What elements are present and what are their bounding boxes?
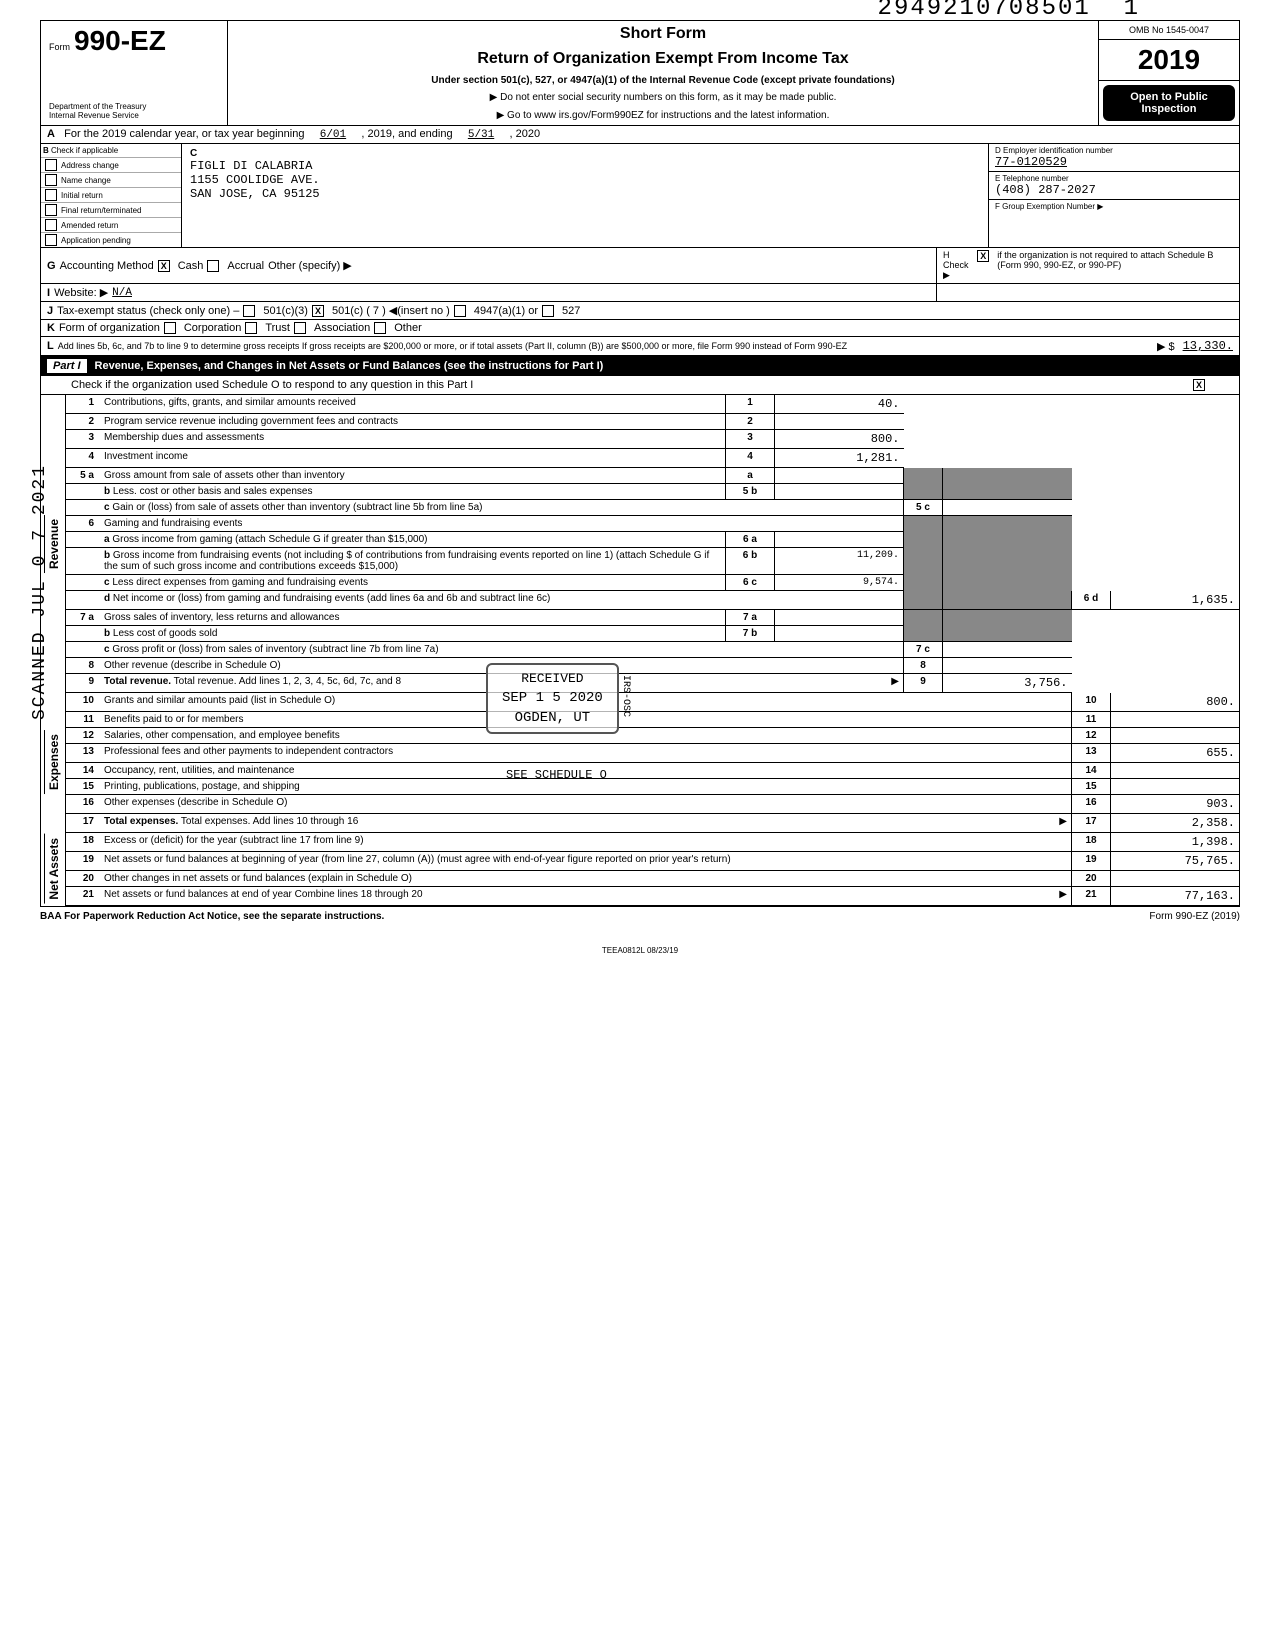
check-cash[interactable]: X <box>158 260 170 272</box>
check-trust[interactable] <box>245 322 257 334</box>
netassets-label: Net Assets <box>44 834 63 904</box>
line-j-tax-exempt: J Tax-exempt status (check only one) – 5… <box>40 302 1240 320</box>
line-9: 9Total revenue. Total revenue. Add lines… <box>66 673 1239 692</box>
net-assets-section: Net Assets 18Excess or (deficit) for the… <box>40 833 1240 907</box>
check-association[interactable] <box>294 322 306 334</box>
line-2: 2Program service revenue including gover… <box>66 414 1239 430</box>
line-7c: c Gross profit or (loss) from sales of i… <box>66 641 1239 657</box>
line-19: 19Net assets or fund balances at beginni… <box>66 851 1239 870</box>
check-501c3[interactable] <box>243 305 255 317</box>
org-name-address: C FIGLI DI CALABRIA 1155 COOLIDGE AVE. S… <box>182 144 989 247</box>
revenue-label: Revenue <box>44 515 63 573</box>
check-501c[interactable]: X <box>312 305 324 317</box>
form-title-short: Short Form <box>238 25 1088 43</box>
line-16: 16Other expenses (describe in Schedule O… <box>66 794 1239 813</box>
check-4947[interactable] <box>454 305 466 317</box>
part1-schedule-o-note: Check if the organization used Schedule … <box>40 376 1240 395</box>
line-8: 8Other revenue (describe in Schedule O)8 <box>66 657 1239 673</box>
group-exemption-block: F Group Exemption Number ▶ <box>989 200 1239 213</box>
line-10: 10Grants and similar amounts paid (list … <box>66 693 1239 712</box>
check-other-org[interactable] <box>374 322 386 334</box>
form-number: Form 990-EZ <box>49 25 219 57</box>
line-1: 1Contributions, gifts, grants, and simil… <box>66 395 1239 414</box>
note-url: ▶ Go to www irs.gov/Form990EZ for instru… <box>238 110 1088 121</box>
line-h-schedule-b: H Check ▶ X if the organization is not r… <box>936 248 1239 283</box>
dept-treasury: Department of the Treasury Internal Reve… <box>49 103 219 121</box>
check-corporation[interactable] <box>164 322 176 334</box>
software-code: TEEA0812L 08/23/19 <box>40 946 1240 955</box>
expenses-section: Expenses RECEIVED SEP 1 5 2020 OGDEN, UT… <box>40 693 1240 833</box>
expenses-label: Expenses <box>44 730 63 794</box>
line-k-form-org: K Form of organization Corporation Trust… <box>40 320 1240 337</box>
line-14: 14Occupancy, rent, utilities, and mainte… <box>66 762 1239 778</box>
check-address-change[interactable]: Address change <box>41 157 181 172</box>
public-inspection-badge: Open to Public Inspection <box>1103 85 1235 121</box>
part1-header: Part I Revenue, Expenses, and Changes in… <box>40 356 1240 376</box>
check-initial-return[interactable]: Initial return <box>41 187 181 202</box>
line-6: 6Gaming and fundraising events <box>66 516 1239 532</box>
check-application-pending[interactable]: Application pending <box>41 232 181 247</box>
line-21: 21Net assets or fund balances at end of … <box>66 886 1239 905</box>
line-13: 13Professional fees and other payments t… <box>66 743 1239 762</box>
ein-block: D Employer identification number 77-0120… <box>989 144 1239 172</box>
line-5a: 5 aGross amount from sale of assets othe… <box>66 468 1239 484</box>
revenue-section: Revenue 1Contributions, gifts, grants, a… <box>40 395 1240 693</box>
filing-id-stamp: 2949210708501 1 <box>878 0 1140 22</box>
line-5c: c Gain or (loss) from sale of assets oth… <box>66 500 1239 516</box>
line-g-accounting: G Accounting Method XCash Accrual Other … <box>40 248 1240 284</box>
line-a-tax-year: A For the 2019 calendar year, or tax yea… <box>40 126 1240 144</box>
note-ssn: ▶ Do not enter social security numbers o… <box>238 92 1088 103</box>
line-i-website: I Website: ▶ N/A <box>40 284 1240 302</box>
check-amended-return[interactable]: Amended return <box>41 217 181 232</box>
line-11: 11Benefits paid to or for members11 <box>66 711 1239 727</box>
check-h[interactable]: X <box>977 250 989 262</box>
form-title-long: Return of Organization Exempt From Incom… <box>238 50 1088 68</box>
line-18: 18Excess or (deficit) for the year (subt… <box>66 833 1239 852</box>
block-identity: B Check if applicable Address change Nam… <box>40 144 1240 248</box>
check-schedule-o[interactable]: X <box>1193 379 1205 391</box>
form-subtitle: Under section 501(c), 527, or 4947(a)(1)… <box>238 75 1088 86</box>
line-12: 12Salaries, other compensation, and empl… <box>66 727 1239 743</box>
omb-number: OMB No 1545-0047 <box>1099 21 1239 40</box>
line-3: 3Membership dues and assessments3800. <box>66 430 1239 449</box>
line-4: 4Investment income41,281. <box>66 449 1239 468</box>
check-527[interactable] <box>542 305 554 317</box>
tax-year: 2019 <box>1099 40 1239 81</box>
line-l-gross-receipts: L Add lines 5b, 6c, and 7b to line 9 to … <box>40 337 1240 356</box>
check-final-return[interactable]: Final return/terminated <box>41 202 181 217</box>
check-accrual[interactable] <box>207 260 219 272</box>
form-header: Form 990-EZ Department of the Treasury I… <box>40 20 1240 126</box>
received-stamp: RECEIVED SEP 1 5 2020 OGDEN, UT IRS-OSC <box>486 663 619 734</box>
line-20: 20Other changes in net assets or fund ba… <box>66 870 1239 886</box>
page-footer: BAA For Paperwork Reduction Act Notice, … <box>40 907 1240 926</box>
check-name-change[interactable]: Name change <box>41 172 181 187</box>
line-15: 15Printing, publications, postage, and s… <box>66 778 1239 794</box>
line-7a: 7 aGross sales of inventory, less return… <box>66 609 1239 625</box>
see-schedule-o-note: SEE SCHEDULE O <box>506 768 607 782</box>
line-17: 17Total expenses. Total expenses. Add li… <box>66 813 1239 832</box>
phone-block: E Telephone number (408) 287-2027 <box>989 172 1239 200</box>
